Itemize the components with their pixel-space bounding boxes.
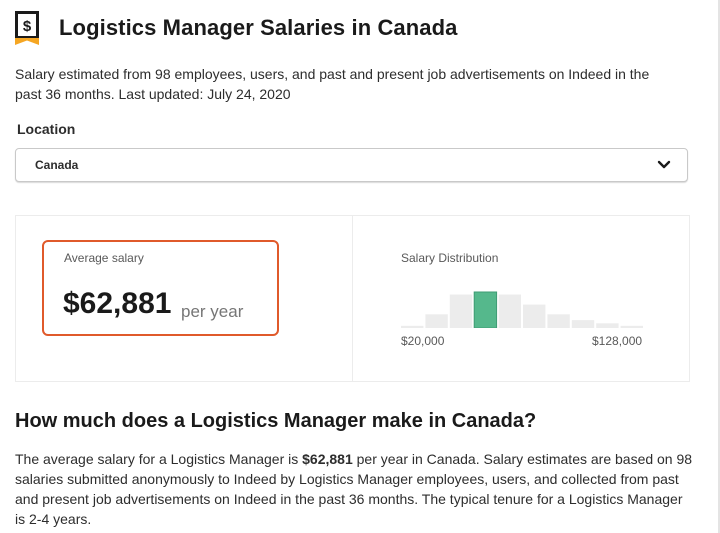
distribution-bar bbox=[596, 323, 619, 328]
page-title: Logistics Manager Salaries in Canada bbox=[59, 15, 458, 40]
distribution-bar bbox=[547, 314, 570, 328]
distribution-bar bbox=[401, 325, 424, 328]
distribution-bar bbox=[571, 320, 595, 328]
location-select[interactable]: Canada bbox=[15, 148, 688, 182]
salary-source-note: Salary estimated from 98 employees, user… bbox=[15, 66, 650, 102]
distribution-bar bbox=[425, 314, 448, 328]
average-salary-amount: $62,881 bbox=[63, 287, 172, 320]
salary-distribution-label: Salary Distribution bbox=[401, 251, 499, 265]
section-body-text: The average salary for a Logistics Manag… bbox=[15, 449, 695, 529]
page-right-border bbox=[718, 0, 720, 533]
distribution-bar bbox=[498, 294, 521, 328]
location-value: Canada bbox=[35, 158, 79, 172]
distribution-bar bbox=[449, 294, 473, 328]
distribution-bar bbox=[523, 304, 546, 328]
salary-distribution-card: Salary Distribution $20,000 $128,000 bbox=[353, 216, 689, 381]
salary-distribution-chart bbox=[401, 291, 643, 328]
body-text-details: per year in Canada. Salary estimates are… bbox=[15, 451, 693, 527]
chevron-down-icon bbox=[657, 160, 671, 169]
salary-distribution-max: $128,000 bbox=[592, 334, 643, 348]
distribution-bar bbox=[620, 325, 643, 328]
location-label: Location bbox=[17, 121, 76, 137]
distribution-bar-average bbox=[473, 291, 498, 328]
section-heading: How much does a Logistics Manager make i… bbox=[15, 410, 537, 432]
svg-text:$: $ bbox=[23, 18, 32, 35]
average-salary-label: Average salary bbox=[64, 251, 144, 265]
average-salary-highlight bbox=[42, 240, 279, 336]
average-salary-card: Average salary $62,881 per year bbox=[16, 216, 353, 381]
average-salary-period: per year bbox=[181, 302, 244, 321]
salary-distribution-min: $20,000 bbox=[401, 334, 445, 348]
page-header: $ Logistics Manager Salaries in Canada bbox=[15, 11, 458, 45]
salary-ribbon-icon: $ bbox=[15, 11, 39, 45]
body-text-amount: $62,881 bbox=[302, 451, 353, 467]
salary-summary-cards: Average salary $62,881 per year Salary D… bbox=[15, 215, 690, 382]
body-text-intro: The average salary for a Logistics Manag… bbox=[15, 451, 303, 467]
